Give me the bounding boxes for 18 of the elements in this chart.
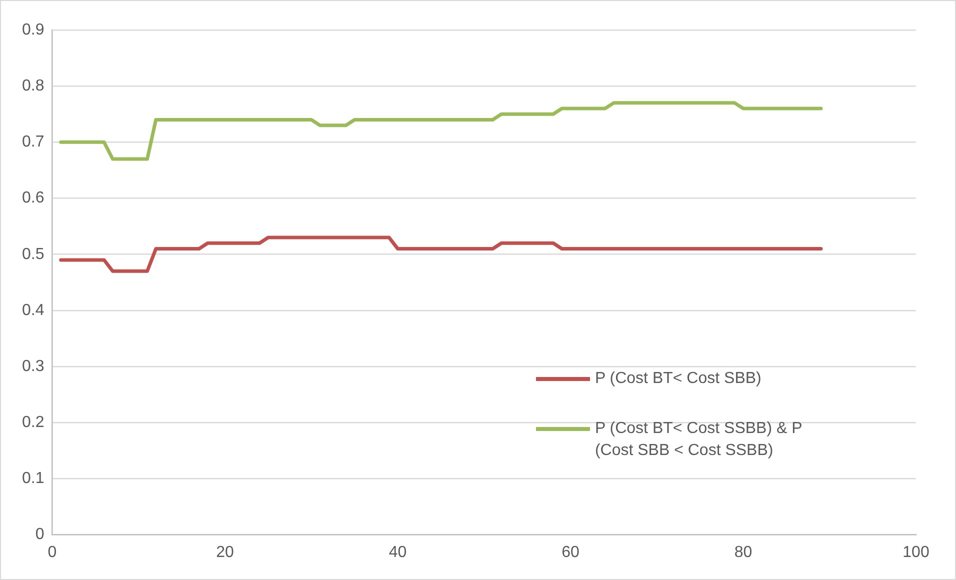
y-tick-label: 0.8 [22,77,44,94]
legend-label: P (Cost BT< Cost SSBB) & P (Cost SBB < Cost SSBB) [594,419,803,462]
legend-label: P (Cost BT< Cost SBB) [594,369,762,390]
y-tick-label: 0.6 [22,190,44,207]
y-tick-label: 0.1 [22,470,44,488]
x-tick-label: 60 [562,544,580,561]
y-tick-label: 0.7 [22,134,44,151]
y-tick-label: 0.9 [22,21,44,38]
y-tick-label: 0.2 [22,414,44,432]
x-tick-label: 0 [48,544,57,561]
y-tick-label: 0.3 [22,358,44,375]
x-tick-label: 100 [902,544,930,561]
x-tick-label: 80 [734,544,752,561]
y-tick-label: 0.5 [22,246,44,263]
x-tick-label: 40 [388,544,407,561]
x-tick-label: 20 [216,544,234,561]
y-tick-label: 0 [35,526,44,544]
y-tick-label: 0.4 [22,302,44,319]
